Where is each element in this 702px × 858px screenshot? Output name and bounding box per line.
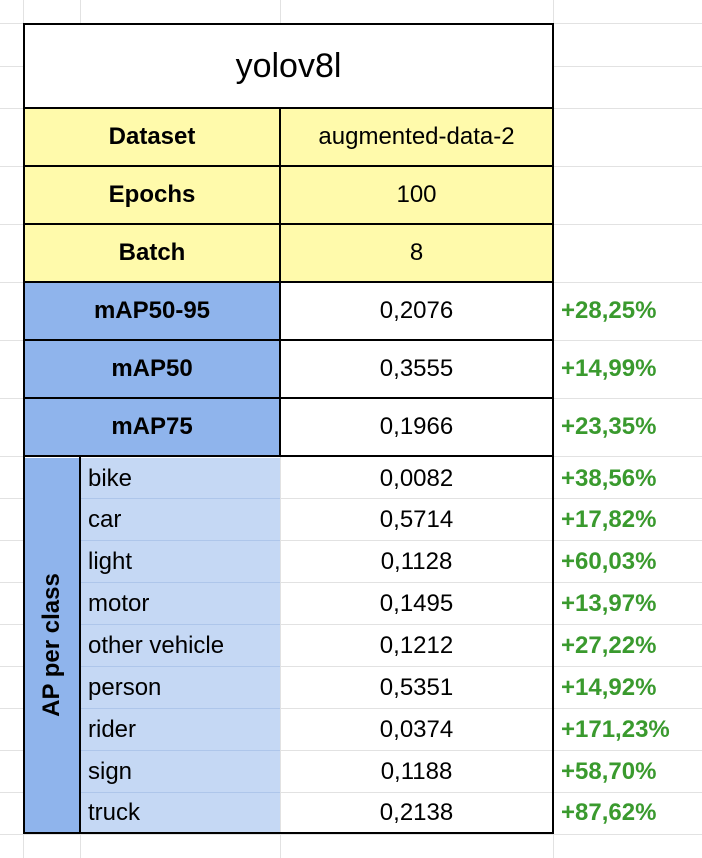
cell-separator: [80, 540, 280, 541]
border-row: [23, 397, 554, 399]
class-change-rider[interactable]: +171,23%: [561, 716, 670, 743]
ap-per-class-label[interactable]: AP per class: [24, 458, 79, 832]
class-value-motor[interactable]: 0,1495: [379, 590, 454, 617]
border-row: [23, 455, 554, 457]
grid-line: [0, 498, 702, 499]
config-label-batch[interactable]: Batch: [24, 224, 280, 282]
metric-label-map50-95[interactable]: mAP50-95: [24, 282, 280, 340]
cell-separator: [80, 708, 280, 709]
grid-line: [0, 708, 702, 709]
grid-line: [0, 582, 702, 583]
cell-separator: [80, 624, 280, 625]
class-value-sign[interactable]: 0,1188: [380, 758, 453, 785]
class-value-person[interactable]: 0,5351: [379, 674, 454, 701]
class-change-truck[interactable]: +87,62%: [561, 799, 657, 826]
class-name-car[interactable]: car: [80, 499, 280, 541]
class-change-motor[interactable]: +13,97%: [561, 590, 657, 617]
border-row: [23, 339, 554, 341]
metric-change-map50[interactable]: +14,99%: [561, 355, 657, 382]
cell-separator: [80, 498, 280, 499]
grid-line: [0, 834, 702, 835]
class-value-other-vehicle[interactable]: 0,1212: [379, 632, 454, 659]
grid-line: [0, 750, 702, 751]
class-name-truck[interactable]: truck: [80, 793, 280, 833]
metric-change-map50-95[interactable]: +28,25%: [561, 297, 657, 324]
class-value-light[interactable]: 0,1128: [380, 548, 453, 575]
config-value-dataset[interactable]: augmented-data-2: [280, 108, 553, 166]
config-label-epochs[interactable]: Epochs: [24, 166, 280, 224]
grid-line: [0, 624, 702, 625]
config-value-epochs[interactable]: 100: [280, 166, 553, 224]
class-change-bike[interactable]: +38,56%: [561, 464, 657, 492]
metric-label-map75[interactable]: mAP75: [24, 398, 280, 456]
border-right: [552, 23, 554, 834]
class-change-person[interactable]: +14,92%: [561, 674, 657, 701]
border-row: [23, 281, 554, 283]
grid-line: [0, 666, 702, 667]
config-label-dataset[interactable]: Dataset: [24, 108, 280, 166]
border-top: [23, 23, 554, 25]
metric-value-map50[interactable]: 0,3555: [379, 355, 454, 382]
border-left: [23, 23, 25, 834]
border-row: [23, 223, 554, 225]
grid-line: [0, 540, 702, 541]
table-title[interactable]: yolov8l: [24, 24, 553, 108]
metric-value-map50-95[interactable]: 0,2076: [379, 297, 454, 324]
border-col: [279, 107, 281, 457]
border-title: [23, 107, 554, 109]
cell-separator: [80, 666, 280, 667]
border-bottom: [23, 832, 554, 834]
class-value-bike[interactable]: 0,0082: [379, 464, 454, 492]
class-name-person[interactable]: person: [80, 667, 280, 709]
class-change-other-vehicle[interactable]: +27,22%: [561, 632, 657, 659]
class-name-bike[interactable]: bike: [80, 458, 280, 499]
class-change-light[interactable]: +60,03%: [561, 548, 657, 575]
border-row: [23, 165, 554, 167]
config-value-batch[interactable]: 8: [280, 224, 553, 282]
grid-line: [0, 792, 702, 793]
cell-separator: [80, 582, 280, 583]
class-name-sign[interactable]: sign: [80, 751, 280, 793]
ap-per-class-label-text: AP per class: [37, 573, 65, 717]
border-col: [79, 456, 81, 834]
class-value-rider[interactable]: 0,0374: [379, 716, 454, 743]
metric-value-map75[interactable]: 0,1966: [379, 413, 454, 440]
class-name-other-vehicle[interactable]: other vehicle: [80, 625, 280, 667]
class-name-rider[interactable]: rider: [80, 709, 280, 751]
class-change-sign[interactable]: +58,70%: [561, 758, 657, 785]
class-change-car[interactable]: +17,82%: [561, 506, 657, 533]
class-value-truck[interactable]: 0,2138: [379, 799, 454, 826]
class-name-motor[interactable]: motor: [80, 583, 280, 625]
class-value-car[interactable]: 0,5714: [379, 506, 454, 533]
cell-separator: [80, 750, 280, 751]
class-name-light[interactable]: light: [80, 541, 280, 583]
metric-label-map50[interactable]: mAP50: [24, 340, 280, 398]
metric-change-map75[interactable]: +23,35%: [561, 413, 657, 440]
cell-separator: [80, 792, 280, 793]
